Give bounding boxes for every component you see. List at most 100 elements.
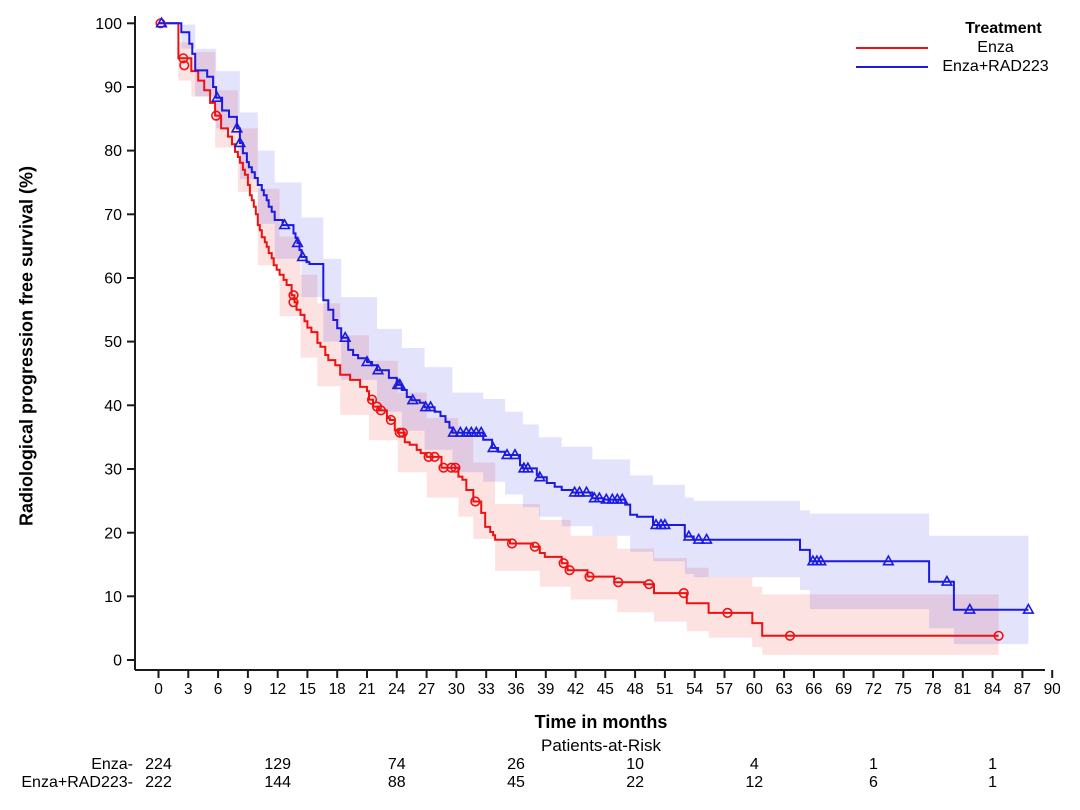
- censor-triangle-mark: [692, 532, 705, 544]
- at-risk-count: 88: [387, 774, 406, 791]
- y-tick-label: 100: [95, 16, 122, 33]
- x-tick-label: 48: [626, 681, 643, 698]
- censor-circle-mark: [211, 110, 222, 121]
- ci-band-enza: [158, 23, 999, 655]
- censor-markers: [155, 16, 1035, 641]
- censor-circle-mark: [470, 496, 481, 507]
- x-tick-label: 57: [716, 681, 733, 698]
- patients-at-risk-title: Patients-at-Risk: [541, 736, 661, 755]
- at-risk-count: 1: [869, 756, 878, 773]
- censor-circle-mark: [288, 297, 299, 308]
- censor-circle-mark: [993, 630, 1004, 641]
- x-axis-title: Time in months: [534, 712, 668, 732]
- legend-entry-enza: Enza: [856, 38, 1071, 57]
- censor-triangle-mark: [447, 425, 460, 437]
- censor-triangle-mark: [573, 485, 586, 497]
- x-tick-label: 33: [478, 681, 495, 698]
- x-tick-label: 72: [865, 681, 882, 698]
- y-tick-label: 60: [104, 271, 122, 288]
- censor-triangle-mark: [486, 441, 500, 453]
- censor-circle-mark: [558, 558, 569, 569]
- censor-triangle-mark: [454, 425, 467, 437]
- at-risk-count: 26: [507, 756, 525, 773]
- censor-circle-mark: [584, 571, 595, 582]
- x-tick-label: 51: [656, 681, 673, 698]
- y-tick-label: 70: [104, 207, 122, 224]
- censor-circle-mark: [397, 427, 408, 438]
- at-risk-count: 6: [869, 774, 878, 791]
- censor-triangle-mark: [616, 492, 629, 504]
- x-tick-label: 78: [924, 681, 941, 698]
- legend-label-enza-rad223: Enza+RAD223: [942, 57, 1049, 75]
- censor-triangle-mark: [278, 218, 291, 230]
- censor-triangle-mark: [500, 448, 514, 460]
- x-tick-label: 66: [805, 681, 822, 698]
- censor-circle-mark: [423, 451, 434, 463]
- at-risk-row-label-enza: Enza-: [91, 756, 133, 773]
- censor-circle-mark: [366, 394, 378, 405]
- at-risk-count: 45: [507, 774, 525, 791]
- x-tick-labels: 0 3 6 9 12 15 18 21 24 27 30 33 36 39 42 45 48 51 54 57 60 63…: [154, 681, 1061, 698]
- x-tick-label: 3: [184, 681, 193, 698]
- censor-triangle-mark: [580, 485, 593, 497]
- x-tick-label: 36: [507, 681, 524, 698]
- x-tick-label: 42: [567, 681, 584, 698]
- confidence-bands: [158, 23, 1029, 655]
- censor-circle-mark: [288, 290, 299, 301]
- censor-triangle-mark: [508, 448, 522, 460]
- at-risk-count: 129: [264, 756, 292, 773]
- x-tick-label: 84: [984, 681, 1002, 698]
- at-risk-count: 224: [145, 756, 172, 773]
- legend-entry-enza-rad223: Enza+RAD223: [856, 57, 1071, 76]
- censor-circle-mark: [385, 414, 397, 426]
- y-tick-label: 40: [104, 398, 122, 415]
- censor-circle-mark: [784, 630, 796, 641]
- x-tick-label: 18: [329, 681, 346, 698]
- x-tick-label: 81: [954, 681, 971, 698]
- x-tick-label: 6: [214, 681, 223, 698]
- y-tick-label: 80: [104, 143, 122, 160]
- censor-triangle-mark: [658, 518, 672, 530]
- censor-circle-mark: [678, 587, 689, 599]
- censor-circle-mark: [178, 53, 189, 64]
- censor-triangle-mark: [230, 121, 244, 133]
- censor-circle-mark: [446, 462, 457, 473]
- x-tick-label: 69: [835, 681, 852, 698]
- at-risk-count: 22: [626, 774, 644, 791]
- y-tick-labels: 0 10 20 30 40 50 60 70 80 90 100: [95, 16, 122, 670]
- at-risk-count: 222: [145, 774, 172, 791]
- legend: Treatment Enza Enza+RAD223: [856, 19, 1071, 76]
- enza-line-swatch: [856, 46, 928, 49]
- x-tick-label: 21: [358, 681, 375, 698]
- x-tick-label: 9: [244, 681, 253, 698]
- censor-triangle-mark: [371, 363, 385, 375]
- censor-triangle-mark: [291, 236, 304, 248]
- x-tick-label: 54: [686, 681, 704, 698]
- censor-triangle-mark: [393, 378, 406, 390]
- censor-circle-mark: [722, 607, 733, 619]
- y-tick-label: 50: [104, 334, 122, 351]
- at-risk-count: 1: [988, 756, 998, 773]
- x-tick-label: 30: [448, 681, 466, 698]
- legend-title: Treatment: [965, 19, 1042, 37]
- censor-triangle-mark: [339, 330, 352, 342]
- censor-circle-mark: [613, 577, 624, 588]
- censor-triangle-mark: [533, 470, 546, 482]
- x-tick-label: 60: [746, 681, 764, 698]
- y-tick-label: 90: [104, 80, 122, 97]
- y-tick-label: 0: [113, 653, 122, 670]
- censor-circle-mark: [643, 579, 655, 590]
- censor-triangle-mark: [1022, 602, 1035, 614]
- censor-triangle-mark: [521, 461, 535, 473]
- censor-triangle-mark: [882, 554, 895, 566]
- censor-triangle-mark: [475, 425, 488, 437]
- x-tick-label: 24: [388, 681, 406, 698]
- y-tick-label: 20: [104, 525, 122, 542]
- x-tick-label: 90: [1044, 681, 1062, 698]
- at-risk-count: 1: [988, 774, 998, 791]
- x-tick-label: 87: [1014, 681, 1031, 698]
- censor-circle-mark: [529, 541, 540, 552]
- at-risk-count: 74: [387, 756, 406, 773]
- censor-triangle-mark: [593, 491, 606, 503]
